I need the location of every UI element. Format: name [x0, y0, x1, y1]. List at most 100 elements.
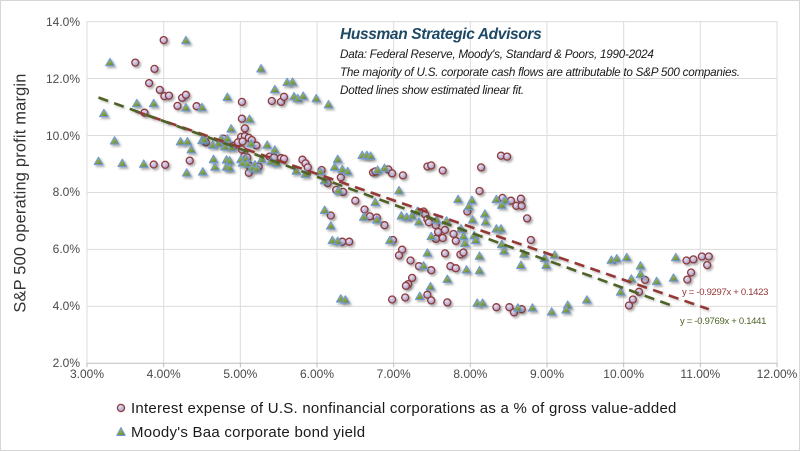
scatter-point-triangle	[474, 251, 485, 260]
scatter-point-circle	[161, 160, 170, 169]
scatter-point-triangle	[615, 287, 626, 296]
x-tick-label: 7.00%	[376, 367, 411, 381]
y-tick-label: 8.0%	[52, 185, 80, 200]
scatter-point-triangle	[93, 156, 104, 166]
scatter-point-triangle	[379, 163, 390, 172]
scatter-point-triangle	[181, 35, 191, 45]
trendline-baa-yield	[98, 96, 677, 309]
scatter-point-triangle	[470, 235, 481, 245]
scatter-point-circle	[159, 35, 168, 45]
scatter-point-circle	[237, 97, 247, 107]
scatter-point-circle	[387, 295, 397, 304]
scatter-point-triangle	[340, 295, 351, 304]
scatter-point-circle	[517, 201, 526, 210]
trendline-equation-baa-yield: y = -0.9769x + 0.1441	[680, 316, 767, 327]
series-baa-yield-points	[93, 35, 681, 316]
scatter-point-triangle	[222, 134, 233, 143]
y-tick-label: 12.0%	[45, 71, 80, 86]
scatter-point-triangle	[208, 154, 219, 164]
scatter-point-triangle	[414, 217, 424, 226]
scatter-point-triangle	[414, 291, 425, 300]
scatter-point-triangle	[148, 98, 159, 108]
scatter-point-circle	[164, 91, 174, 100]
scatter-point-triangle	[244, 114, 255, 123]
scatter-point-triangle	[460, 238, 470, 248]
scatter-point-circle	[686, 268, 696, 277]
scatter-point-triangle	[464, 201, 474, 211]
legend: Interest expense of U.S. nonfinancial co…	[115, 396, 677, 444]
scatter-point-triangle	[611, 254, 622, 263]
scatter-point-triangle	[372, 215, 382, 224]
scatter-point-circle	[387, 169, 397, 178]
scatter-point-triangle	[214, 138, 224, 148]
scatter-point-circle	[451, 264, 460, 273]
scatter-point-triangle	[256, 64, 266, 73]
scatter-point-circle	[624, 301, 634, 310]
scatter-point-triangle	[329, 162, 340, 171]
scatter-point-triangle	[394, 185, 404, 195]
scatter-point-circle	[237, 114, 247, 123]
scatter-point-triangle	[496, 200, 507, 209]
scatter-point-circle	[155, 85, 164, 95]
scatter-point-circle	[451, 236, 460, 246]
scatter-point-circle	[502, 152, 512, 161]
scatter-point-circle	[345, 237, 354, 246]
scatter-point-triangle	[242, 159, 253, 168]
annotation-fit-line: Dotted lines show estimated linear fit.	[340, 83, 524, 97]
scatter-point-triangle	[425, 281, 436, 291]
x-tick-label: 6.00%	[299, 367, 335, 381]
scatter-point-triangle	[311, 93, 322, 103]
x-tick-label: 4.00%	[146, 367, 181, 381]
scatter-point-triangle	[474, 265, 485, 275]
circle-marker-icon	[116, 403, 126, 413]
scatter-point-circle	[185, 156, 194, 165]
annotation-source-line: Data: Federal Reserve, Moody's, Standard…	[340, 48, 654, 61]
scatter-point-triangle	[181, 103, 191, 112]
scatter-point-triangle	[138, 159, 149, 168]
scatter-point-circle	[697, 252, 707, 261]
scatter-point-triangle	[442, 274, 453, 283]
scatter-point-triangle	[582, 295, 592, 304]
scatter-point-triangle	[670, 252, 681, 262]
scatter-point-triangle	[182, 136, 193, 146]
scatter-point-triangle	[220, 142, 230, 151]
x-tick-label: 12.00%	[756, 367, 798, 381]
scatter-point-circle	[522, 214, 532, 223]
scatter-point-circle	[443, 298, 452, 307]
scatter-point-circle	[360, 205, 369, 214]
scatter-point-triangle	[418, 261, 429, 270]
scatter-point-triangle	[635, 269, 646, 279]
scatter-point-circle	[267, 96, 276, 106]
scatter-point-triangle	[516, 260, 526, 269]
scatter-point-triangle	[175, 136, 186, 146]
scatter-point-triangle	[226, 124, 236, 133]
scatter-point-circle	[703, 260, 712, 270]
scatter-point-triangle	[480, 217, 491, 226]
scatter-point-circle	[427, 161, 436, 170]
scatter-point-triangle	[385, 235, 395, 245]
y-tick-label: 6.0%	[52, 242, 80, 257]
scatter-point-circle	[628, 295, 638, 304]
scatter-point-circle	[440, 249, 450, 258]
scatter-point-triangle	[332, 236, 343, 246]
scatter-point-triangle	[109, 136, 120, 145]
scatter-point-triangle	[251, 164, 262, 173]
scatter-point-triangle	[287, 77, 298, 86]
scatter-point-triangle	[332, 154, 343, 164]
scatter-point-triangle	[461, 265, 472, 274]
scatter-point-circle	[516, 194, 526, 203]
scatter-point-triangle	[298, 91, 309, 100]
scatter-point-circle	[406, 256, 415, 265]
x-tick-label: 8.00%	[453, 367, 488, 381]
annotation-note-line: The majority of U.S. corporate cash flow…	[340, 65, 740, 79]
scatter-point-triangle	[99, 108, 109, 118]
scatter-point-circle	[380, 221, 389, 230]
scatter-point-triangle	[319, 205, 330, 214]
scatter-point-circle	[351, 196, 360, 205]
scatter-point-triangle	[480, 209, 490, 218]
scatter-point-triangle	[132, 98, 142, 108]
scatter-point-circle	[238, 137, 247, 146]
y-tick-label: 10.0%	[45, 128, 80, 143]
scatter-point-circle	[427, 266, 436, 275]
